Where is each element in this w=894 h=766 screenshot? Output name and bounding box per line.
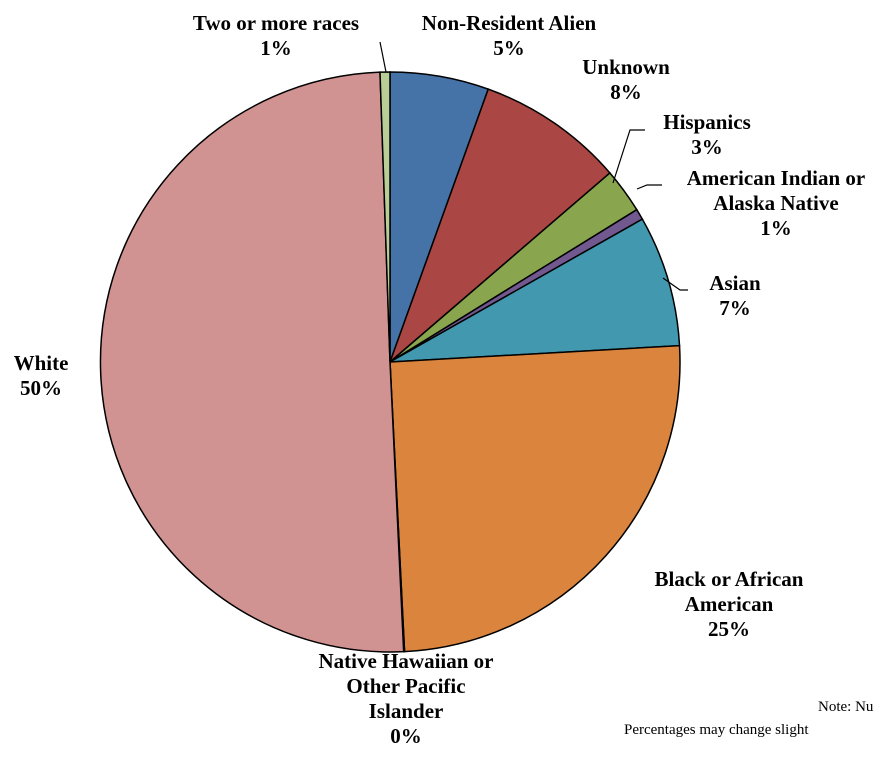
slice-label-line: White [14, 351, 69, 375]
slice-percent-2: 3% [691, 135, 723, 159]
leader-line-3 [636, 184, 662, 190]
pie-slice-8 [379, 71, 391, 363]
slice-label-1: Unknown [582, 55, 670, 79]
slice-label-line: Two or more races [193, 11, 359, 35]
slice-percent-3: 1% [760, 216, 792, 240]
pie-slices [99, 71, 681, 653]
slice-percent-8: 1% [260, 36, 292, 60]
slice-label-line: Unknown [582, 55, 670, 79]
leader-line-4 [662, 277, 688, 291]
slice-percent-1: 8% [610, 80, 642, 104]
slice-label-7: White [14, 351, 69, 375]
slice-percent-7: 50% [20, 376, 62, 400]
slice-label-line: American [685, 592, 774, 616]
slice-label-line: Black or African [655, 567, 804, 591]
slice-label-line: Other Pacific [346, 674, 465, 698]
leader-line-8 [379, 41, 387, 73]
slice-label-line: American Indian or [687, 166, 866, 190]
pie-slice-1 [388, 88, 611, 365]
pie-slice-5 [389, 344, 681, 653]
pie-slice-4 [389, 218, 681, 363]
slice-label-line: Hispanics [663, 110, 751, 134]
slice-label-3: American Indian or Alaska Native [687, 166, 866, 215]
slice-label-4: Asian [709, 271, 761, 295]
slice-label-5: Black or African American [655, 567, 804, 616]
slice-percent-0: 5% [493, 36, 525, 60]
slice-percent-6: 0% [390, 724, 422, 748]
slice-label-0: Non-Resident Alien [422, 11, 597, 35]
note-line-1: Note: Nu [818, 699, 874, 715]
leader-lines [379, 41, 688, 291]
slice-label-line: Asian [709, 271, 761, 295]
slice-label-8: Two or more races [193, 11, 359, 35]
slice-label-line: Islander [369, 699, 444, 723]
slice-label-2: Hispanics [663, 110, 751, 134]
leader-line-2 [612, 129, 645, 184]
slice-label-6: Native Hawaiian or Other Pacific Islander [319, 649, 494, 723]
note-line-2: Percentages may change slight [624, 722, 809, 738]
slice-label-line: Native Hawaiian or [319, 649, 494, 673]
slice-label-line: Non-Resident Alien [422, 11, 597, 35]
pie-slice-7 [99, 71, 405, 653]
slice-percent-5: 25% [708, 617, 750, 641]
slice-label-line: Alaska Native [713, 191, 838, 215]
slice-percent-4: 7% [719, 296, 751, 320]
